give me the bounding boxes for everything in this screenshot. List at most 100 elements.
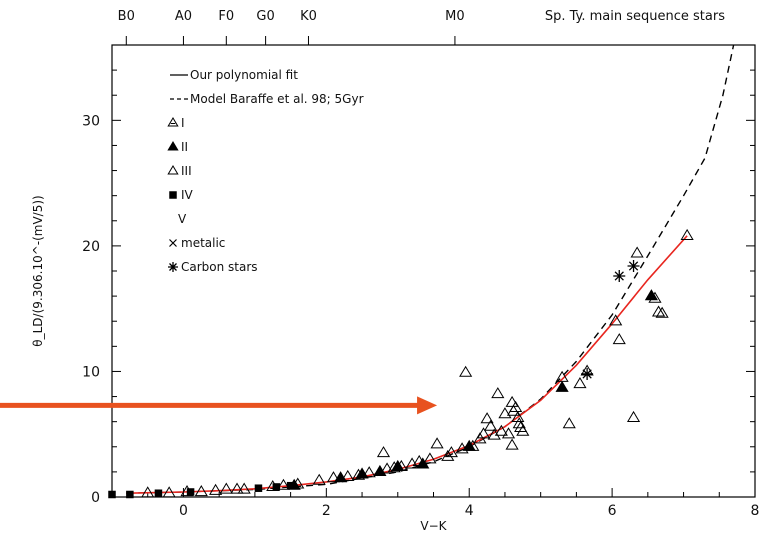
data-point-iii (655, 306, 669, 318)
arrow-head (417, 396, 438, 415)
data-point-ii (555, 380, 569, 392)
x-axis-title: V−K (420, 519, 447, 533)
data-point-iii (512, 417, 526, 429)
legend: Our polynomial fit Model Baraffe et al. 9… (167, 68, 364, 274)
data-point-iii (680, 228, 694, 240)
data-point-iii (237, 482, 251, 494)
legend-item: metalic (181, 236, 225, 250)
data-point-iii (516, 424, 530, 436)
data-point-carbon-stars (581, 367, 594, 380)
top-axis-label: M0 (445, 9, 465, 24)
legend-item: Our polynomial fit (190, 68, 298, 82)
y-axis-ticks: 0 10 20 30 (82, 69, 755, 506)
top-axis-label: A0 (175, 9, 192, 24)
data-point-iii (209, 483, 223, 495)
y-tick-label: 20 (82, 239, 100, 255)
legend-item: V (178, 212, 187, 226)
data-point-ii (355, 467, 369, 479)
data-point-iii (376, 446, 391, 458)
data-point-iii (509, 400, 523, 412)
data-point-carbon-stars (613, 270, 626, 283)
top-axis-label: K0 (300, 9, 317, 24)
data-point-iv (254, 484, 263, 492)
data-point-iii (312, 473, 326, 485)
data-point-iii (506, 404, 521, 416)
data-point-iii (326, 471, 341, 483)
x-tick-label: 4 (465, 503, 474, 519)
legend-marker-triangle-filled (167, 141, 179, 151)
data-point-iii (444, 446, 458, 458)
y-tick-label: 30 (82, 113, 100, 129)
data-point-ii (334, 471, 348, 483)
data-point-iii (612, 333, 626, 345)
legend-item: III (181, 164, 192, 178)
data-point-iii (484, 419, 498, 431)
data-point-iv (126, 490, 134, 499)
x-axis-ticks: 0 2 4 6 8 (111, 488, 760, 519)
data-point-iii (487, 428, 501, 440)
data-point-iii (341, 469, 355, 482)
data-point-iii (423, 452, 437, 464)
top-axis-label: G0 (256, 9, 274, 24)
fit-line-polynomial (126, 235, 688, 494)
data-point-iii (609, 314, 623, 326)
data-point-iii (430, 437, 444, 449)
legend-item: I (181, 116, 185, 130)
x-tick-label: 2 (322, 503, 331, 519)
top-axis-label: B0 (118, 9, 135, 24)
data-point-iii (498, 407, 512, 419)
data-point-iii (494, 424, 508, 436)
data-point-ii (416, 457, 430, 469)
data-point-iii (491, 387, 505, 399)
data-point-iii (276, 478, 291, 490)
data-point-iv (186, 488, 195, 496)
data-point-iii (630, 246, 644, 258)
data-point-iii (230, 482, 244, 494)
data-point-iii (480, 412, 494, 424)
data-point-ii (462, 439, 476, 451)
legend-item: IV (181, 188, 194, 202)
data-point-iii (505, 438, 519, 450)
data-point-iii (141, 486, 155, 498)
data-point-ii (391, 459, 405, 471)
x-tick-label: 8 (751, 503, 760, 519)
data-point-iii (573, 377, 587, 389)
data-point-iii (219, 482, 233, 494)
legend-item: Model Baraffe et al. 98; 5Gyr (190, 92, 364, 106)
data-point-iii (380, 462, 394, 474)
legend-item: Carbon stars (181, 260, 258, 274)
data-point-iv (286, 481, 295, 490)
top-axis-spectral-types: B0 A0 F0 G0 K0 M0 (118, 9, 465, 45)
data-point-iii (505, 395, 519, 407)
data-point-iii (194, 484, 208, 497)
data-point-ii (644, 289, 658, 301)
annotation-arrow (0, 396, 438, 415)
legend-marker-cross (169, 239, 177, 247)
data-point-iii (459, 365, 473, 377)
data-point-iii (162, 486, 176, 498)
data-point-iii (626, 410, 641, 422)
y-tick-label: 10 (82, 364, 100, 380)
x-tick-label: 6 (608, 503, 617, 519)
data-point-iii (441, 449, 455, 461)
data-point-iii (562, 417, 576, 429)
data-point-iii (501, 427, 516, 439)
top-axis-label: F0 (218, 9, 234, 24)
legend-marker-triangle-open (167, 165, 179, 175)
data-points (108, 228, 694, 499)
legend-marker-triangle-hatched (167, 117, 179, 127)
legend-marker-square-filled (169, 191, 177, 199)
data-point-iv (154, 489, 163, 497)
data-point-iii (476, 427, 491, 439)
legend-item: II (181, 140, 188, 154)
data-point-carbon-stars (627, 259, 640, 272)
data-point-iv (272, 483, 281, 491)
data-point-ii (373, 464, 387, 476)
x-tick-label: 0 (179, 503, 188, 519)
y-tick-label: 0 (91, 490, 100, 506)
top-axis-title: Sp. Ty. main sequence stars (545, 9, 725, 24)
legend-marker-asterisk (168, 262, 178, 272)
y-axis-title: θ_LD/(9.306.10^-(mV/5)) (31, 195, 45, 346)
data-point-iv (108, 490, 116, 499)
